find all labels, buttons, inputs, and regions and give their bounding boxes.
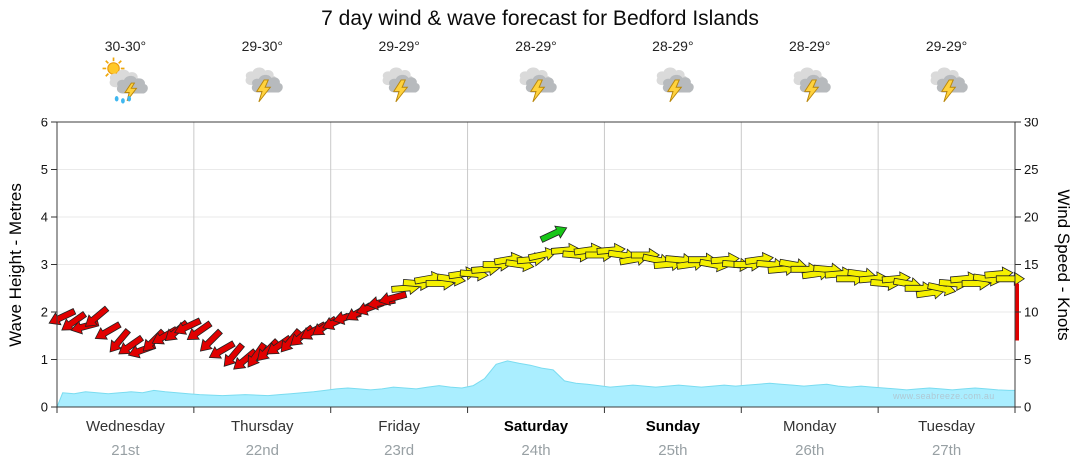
wind-arrow: [94, 321, 122, 340]
wind-axis-label: Wind Speed - Knots: [1054, 189, 1073, 341]
wind-axis-tick-label: 0: [1024, 400, 1031, 415]
forecast-chart: 0 1 2 3 4 5 6 0 5 10 15 20 25 30 Wednesday 21st Thursday…: [41, 118, 1039, 459]
lightning-bolt-icon: [529, 79, 546, 103]
lightning-bolt-icon: [393, 79, 409, 103]
day-date-label: 27th: [932, 442, 961, 459]
wind-arrow: [256, 338, 280, 362]
temp-range-label: 29-29°: [925, 38, 968, 54]
day-name-label: Monday: [783, 418, 837, 435]
wind-arrow: [199, 328, 223, 352]
day-date-label: 24th: [521, 442, 550, 459]
day-column: 28-29°: [468, 38, 605, 105]
day-name-label: Wednesday: [86, 418, 165, 435]
day-column: 28-29°: [741, 38, 878, 105]
lightning-bolt-icon: [124, 82, 138, 102]
day-name-label: Thursday: [231, 418, 294, 435]
wind-arrow: [208, 340, 236, 359]
temp-range-label: 29-29°: [378, 38, 420, 54]
day-name-label: Sunday: [646, 418, 701, 435]
day-column: 30-30°: [57, 38, 194, 105]
wave-height-area: [56, 360, 1016, 408]
raindrop-icon: [121, 98, 126, 104]
raindrop-icon: [115, 96, 119, 102]
wave-axis-tick-label: 5: [41, 162, 48, 177]
wind-arrow: [378, 291, 408, 306]
wave-axis-tick-label: 2: [41, 305, 48, 320]
temp-range-label: 28-29°: [789, 38, 831, 54]
day-name-label: Tuesday: [918, 418, 975, 435]
wind-arrow: [995, 271, 1026, 287]
wave-axis-tick-label: 3: [41, 257, 48, 272]
wave-axis-tick-label: 0: [41, 400, 48, 415]
wind-axis-tick-label: 25: [1024, 162, 1038, 177]
wind-arrow: [539, 225, 568, 243]
wind-arrow: [280, 328, 303, 353]
day-column: 28-29°: [604, 38, 741, 105]
day-date-label: 23rd: [384, 442, 414, 459]
thunderstorm-icon: [793, 67, 831, 103]
wind-arrow: [173, 317, 202, 335]
temp-range-label: 28-29°: [515, 38, 557, 54]
wind-axis-tick-label: 20: [1024, 210, 1038, 225]
thunderstorm-icon: [930, 67, 968, 103]
day-headers: 30-30° 29-30° 29-29° 28-29° 28-29° 28-29° 29-2…: [57, 38, 1015, 105]
lightning-bolt-icon: [940, 79, 956, 103]
day-date-label: 26th: [795, 442, 824, 459]
sun-shower-storm-icon: [102, 57, 149, 104]
day-column: 29-30°: [194, 38, 331, 105]
wind-arrow: [527, 246, 558, 262]
day-column: 29-29°: [878, 38, 1015, 105]
wind-axis-tick-label: 30: [1024, 118, 1038, 130]
wind-arrow: [84, 305, 110, 327]
wave-axis-tick-label: 1: [41, 352, 48, 367]
wind-arrow: [266, 334, 293, 355]
wind-arrow: [247, 341, 268, 368]
wind-arrow: [61, 311, 88, 331]
temp-range-label: 30-30°: [104, 38, 147, 54]
day-date-label: 25th: [658, 442, 687, 459]
temp-range-label: 29-30°: [241, 38, 283, 54]
lightning-bolt-icon: [803, 79, 820, 103]
day-name-label: Saturday: [504, 418, 569, 435]
day-date-label: 21st: [111, 442, 140, 459]
lightning-bolt-icon: [256, 79, 272, 103]
wind-axis-tick-label: 5: [1024, 352, 1031, 367]
wind-arrow: [223, 342, 246, 367]
wind-arrow: [48, 308, 77, 326]
lightning-bolt-icon: [666, 79, 683, 103]
wind-arrow: [118, 334, 145, 355]
day-name-label: Friday: [378, 418, 420, 435]
thunderstorm-icon: [245, 67, 284, 103]
wind-axis-tick-label: 15: [1024, 257, 1038, 272]
thunderstorm-icon: [656, 67, 694, 103]
day-column: 29-29°: [331, 38, 468, 105]
wave-axis-tick-label: 4: [41, 210, 48, 225]
wave-axis-label: Wave Height - Metres: [6, 183, 25, 347]
temp-range-label: 28-29°: [652, 38, 694, 54]
wave-axis-tick-label: 6: [41, 118, 48, 130]
wind-axis-tick-label: 10: [1024, 305, 1038, 320]
sun-icon: [102, 57, 125, 80]
raindrop-icon: [127, 96, 132, 102]
thunderstorm-icon: [519, 67, 557, 103]
thunderstorm-icon: [382, 67, 420, 103]
wind-arrow: [186, 320, 213, 341]
wind-arrow: [233, 348, 258, 370]
wind-arrow: [109, 328, 131, 353]
day-date-label: 22nd: [246, 442, 279, 459]
page-title: 7 day wind & wave forecast for Bedford I…: [321, 7, 759, 30]
